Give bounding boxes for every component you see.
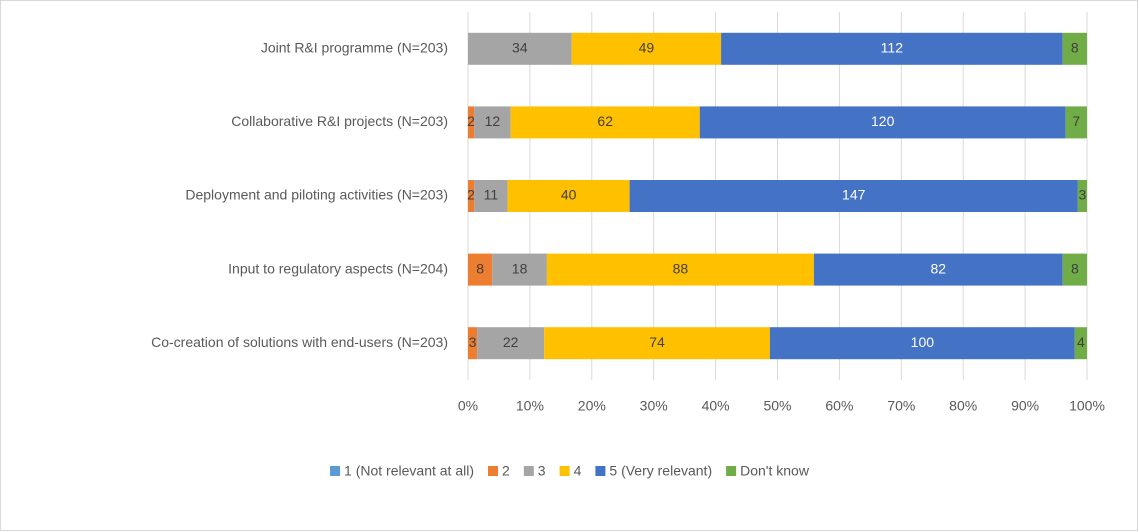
x-tick-label: 70% bbox=[887, 398, 915, 414]
legend-label: 4 bbox=[574, 463, 582, 479]
legend-swatch bbox=[595, 466, 606, 476]
bar-segment bbox=[474, 106, 511, 139]
data-label: 34 bbox=[512, 40, 528, 56]
data-label: 8 bbox=[1071, 40, 1079, 56]
y-tick-label: Deployment and piloting activities (N=20… bbox=[185, 187, 448, 203]
bar-segment bbox=[477, 327, 545, 360]
bar-segment bbox=[468, 327, 478, 360]
data-label: 2 bbox=[467, 113, 475, 129]
x-tick-label: 80% bbox=[949, 398, 977, 414]
data-label: 112 bbox=[881, 40, 904, 56]
x-tick-label: 30% bbox=[640, 398, 668, 414]
legend-swatch bbox=[559, 466, 570, 476]
y-tick-label: Co-creation of solutions with end-users … bbox=[151, 334, 448, 350]
bar-segment bbox=[507, 180, 630, 212]
bar-segment bbox=[1062, 253, 1087, 286]
bar-segment bbox=[468, 32, 572, 65]
bar-segment bbox=[468, 106, 475, 139]
x-tick-label: 90% bbox=[1011, 398, 1039, 414]
x-tick-label: 40% bbox=[702, 398, 730, 414]
bar-segment bbox=[721, 32, 1063, 65]
legend-swatch bbox=[330, 466, 341, 476]
data-label: 100 bbox=[911, 334, 935, 350]
bar-segment bbox=[474, 180, 508, 212]
data-label: 4 bbox=[1077, 334, 1085, 350]
data-label: 88 bbox=[673, 260, 689, 276]
legend-label: 1 (Not relevant at all) bbox=[344, 463, 474, 479]
bar-segment bbox=[468, 180, 475, 212]
x-tick-label: 100% bbox=[1069, 398, 1105, 414]
data-label: 12 bbox=[485, 113, 501, 129]
legend-label: 3 bbox=[538, 463, 546, 479]
data-label: 3 bbox=[1079, 187, 1087, 203]
data-label: 74 bbox=[649, 334, 665, 350]
bar-segment bbox=[769, 327, 1075, 360]
data-label: 3 bbox=[469, 334, 477, 350]
data-label: 22 bbox=[503, 334, 519, 350]
data-label: 18 bbox=[512, 260, 528, 276]
data-label: 40 bbox=[561, 187, 577, 203]
data-label: 120 bbox=[871, 113, 895, 129]
bar-segment bbox=[699, 106, 1066, 139]
bar-segment bbox=[813, 253, 1063, 286]
legend-swatch bbox=[488, 466, 499, 476]
data-label: 11 bbox=[484, 187, 499, 203]
bar-segment bbox=[571, 32, 722, 65]
bar-segment bbox=[492, 253, 547, 286]
x-tick-label: 60% bbox=[825, 398, 853, 414]
y-tick-label: Input to regulatory aspects (N=204) bbox=[228, 260, 448, 276]
legend-swatch bbox=[726, 466, 737, 476]
y-tick-label: Collaborative R&I projects (N=203) bbox=[231, 113, 448, 129]
data-label: 82 bbox=[931, 260, 947, 276]
data-label: 8 bbox=[476, 260, 484, 276]
data-label: 49 bbox=[639, 40, 655, 56]
data-label: 7 bbox=[1072, 113, 1080, 129]
bar-segment bbox=[1065, 106, 1087, 139]
bar-segment bbox=[1062, 32, 1087, 65]
bar-segment bbox=[1074, 327, 1087, 360]
legend-label: 2 bbox=[502, 463, 510, 479]
bar-segment bbox=[629, 180, 1078, 212]
bar-segment bbox=[1077, 180, 1087, 212]
data-label: 147 bbox=[842, 187, 866, 203]
data-label: 8 bbox=[1071, 260, 1079, 276]
y-tick-label: Joint R&I programme (N=203) bbox=[261, 40, 448, 56]
x-tick-label: 10% bbox=[516, 398, 544, 414]
x-tick-label: 0% bbox=[458, 398, 478, 414]
bar-segment bbox=[468, 253, 493, 286]
bar-segment bbox=[544, 327, 770, 360]
data-label: 2 bbox=[467, 187, 475, 203]
legend-label: Don't know bbox=[740, 463, 810, 479]
x-tick-label: 20% bbox=[578, 398, 606, 414]
bar-segment bbox=[510, 106, 700, 139]
x-tick-label: 50% bbox=[763, 398, 791, 414]
data-label: 62 bbox=[597, 113, 613, 129]
legend-label: 5 (Very relevant) bbox=[609, 463, 712, 479]
legend-swatch bbox=[523, 466, 534, 476]
bar-segment bbox=[546, 253, 814, 286]
